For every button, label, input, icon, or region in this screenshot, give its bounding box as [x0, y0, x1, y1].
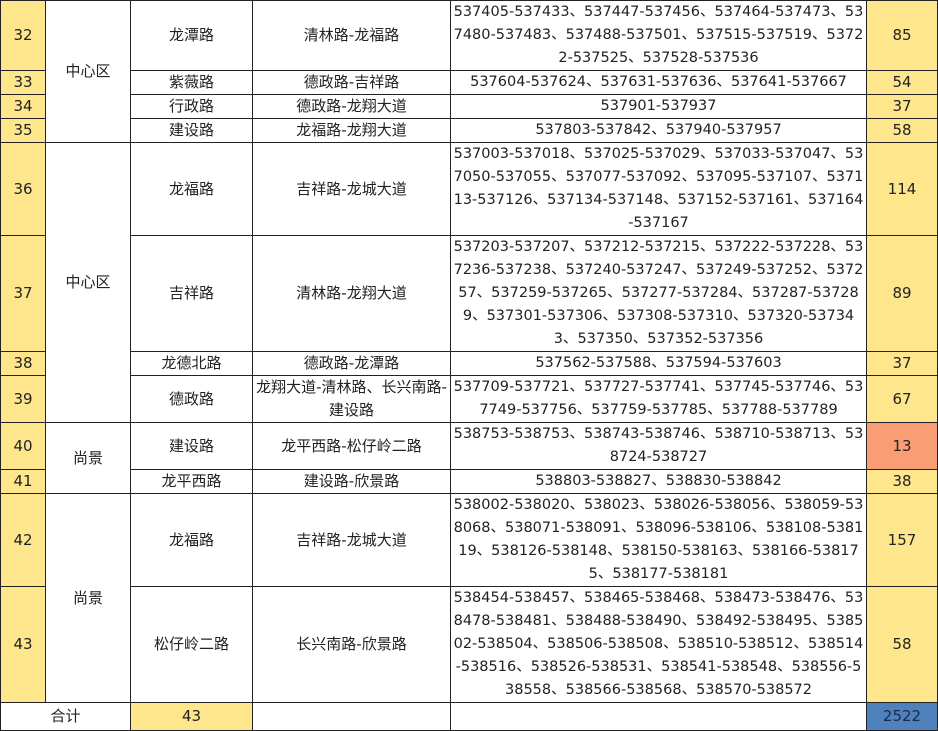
postal-code-ranges: 537562-537588、537594-537603 [450, 351, 867, 376]
road-name: 紫薇路 [130, 70, 253, 95]
row-number: 39 [0, 375, 46, 423]
code-count: 89 [866, 235, 938, 352]
total-label: 合计 [0, 702, 131, 731]
road-name: 龙福路 [130, 142, 253, 236]
empty-cell [450, 702, 867, 731]
code-count: 114 [866, 142, 938, 236]
road-name: 德政路 [130, 375, 253, 423]
table-row: 41 龙平西路 建设路-欣景路 538803-538827、538830-538… [0, 469, 938, 494]
code-count: 38 [866, 469, 938, 494]
postal-code-ranges: 537709-537721、537727-537741、537745-53774… [450, 375, 867, 423]
postal-code-ranges: 537003-537018、537025-537029、537033-53704… [450, 142, 867, 236]
row-number: 35 [0, 118, 46, 143]
postal-code-ranges: 538753-538753、538743-538746、538710-53871… [450, 422, 867, 470]
code-count: 37 [866, 351, 938, 376]
district-cell: 中心区 [45, 142, 131, 423]
total-count: 2522 [866, 702, 938, 731]
code-count: 85 [866, 0, 938, 71]
table-row: 42 尚景 龙福路 吉祥路-龙城大道 538002-538020、538023、… [0, 493, 938, 703]
row-number: 37 [0, 235, 46, 352]
postal-code-ranges: 538002-538020、538023、538026-538056、53805… [450, 493, 867, 587]
road-section: 龙福路-龙翔大道 [252, 118, 451, 143]
table-row: 34 行政路 德政路-龙翔大道 537901-537937 37 [0, 94, 938, 119]
road-name: 龙平西路 [130, 469, 253, 494]
table-row: 39 德政路 龙翔大道-清林路、长兴南路-建设路 537709-537721、5… [0, 375, 938, 423]
road-name: 龙福路 [130, 493, 253, 587]
row-number: 33 [0, 70, 46, 95]
row-number: 43 [0, 586, 46, 703]
postal-code-ranges: 537405-537433、537447-537456、537464-53747… [450, 0, 867, 71]
district-cell: 尚景 [45, 493, 131, 703]
district-cell: 尚景 [45, 422, 131, 494]
code-count: 13 [866, 422, 938, 470]
table-row: 43 松仔岭二路 长兴南路-欣景路 538454-538457、538465-5… [0, 586, 938, 703]
road-section: 德政路-龙潭路 [252, 351, 451, 376]
row-number: 42 [0, 493, 46, 587]
road-name: 建设路 [130, 422, 253, 470]
postal-code-ranges: 537604-537624、537631-537636、537641-53766… [450, 70, 867, 95]
postal-code-ranges: 537203-537207、537212-537215、537222-53722… [450, 235, 867, 352]
road-section: 建设路-欣景路 [252, 469, 451, 494]
postal-code-ranges: 537803-537842、537940-537957 [450, 118, 867, 143]
road-name: 龙潭路 [130, 0, 253, 71]
code-count: 58 [866, 586, 938, 703]
road-section: 长兴南路-欣景路 [252, 586, 451, 703]
table-row: 40 尚景 建设路 龙平西路-松仔岭二路 538753-538753、53874… [0, 422, 938, 494]
row-number: 34 [0, 94, 46, 119]
postal-code-ranges: 538454-538457、538465-538468、538473-53847… [450, 586, 867, 703]
table-row: 35 建设路 龙福路-龙翔大道 537803-537842、537940-537… [0, 118, 938, 143]
road-name: 龙德北路 [130, 351, 253, 376]
road-section: 清林路-龙福路 [252, 0, 451, 71]
table-row: 32 中心区 龙潭路 清林路-龙福路 537405-537433、537447-… [0, 0, 938, 143]
road-section: 清林路-龙翔大道 [252, 235, 451, 352]
road-section: 龙平西路-松仔岭二路 [252, 422, 451, 470]
code-count: 157 [866, 493, 938, 587]
table-row: 38 龙德北路 德政路-龙潭路 537562-537588、537594-537… [0, 351, 938, 376]
row-number: 40 [0, 422, 46, 470]
row-number: 36 [0, 142, 46, 236]
total-roads: 43 [130, 702, 253, 731]
postal-code-ranges: 537901-537937 [450, 94, 867, 119]
postal-code-ranges: 538803-538827、538830-538842 [450, 469, 867, 494]
road-section: 德政路-龙翔大道 [252, 94, 451, 119]
road-name: 建设路 [130, 118, 253, 143]
row-number: 41 [0, 469, 46, 494]
road-section: 德政路-吉祥路 [252, 70, 451, 95]
road-name: 行政路 [130, 94, 253, 119]
row-number: 38 [0, 351, 46, 376]
road-section: 龙翔大道-清林路、长兴南路-建设路 [252, 375, 451, 423]
code-count: 67 [866, 375, 938, 423]
road-name: 松仔岭二路 [130, 586, 253, 703]
road-section: 吉祥路-龙城大道 [252, 142, 451, 236]
table-row: 36 中心区 龙福路 吉祥路-龙城大道 537003-537018、537025… [0, 142, 938, 423]
table-row: 37 吉祥路 清林路-龙翔大道 537203-537207、537212-537… [0, 235, 938, 352]
table-row: 33 紫薇路 德政路-吉祥路 537604-537624、537631-5376… [0, 70, 938, 95]
district-cell: 中心区 [45, 0, 131, 143]
road-name: 吉祥路 [130, 235, 253, 352]
code-count: 58 [866, 118, 938, 143]
code-count: 54 [866, 70, 938, 95]
row-number: 32 [0, 0, 46, 71]
total-row: 合计 43 2522 [0, 702, 938, 731]
empty-cell [252, 702, 451, 731]
code-count: 37 [866, 94, 938, 119]
road-section: 吉祥路-龙城大道 [252, 493, 451, 587]
